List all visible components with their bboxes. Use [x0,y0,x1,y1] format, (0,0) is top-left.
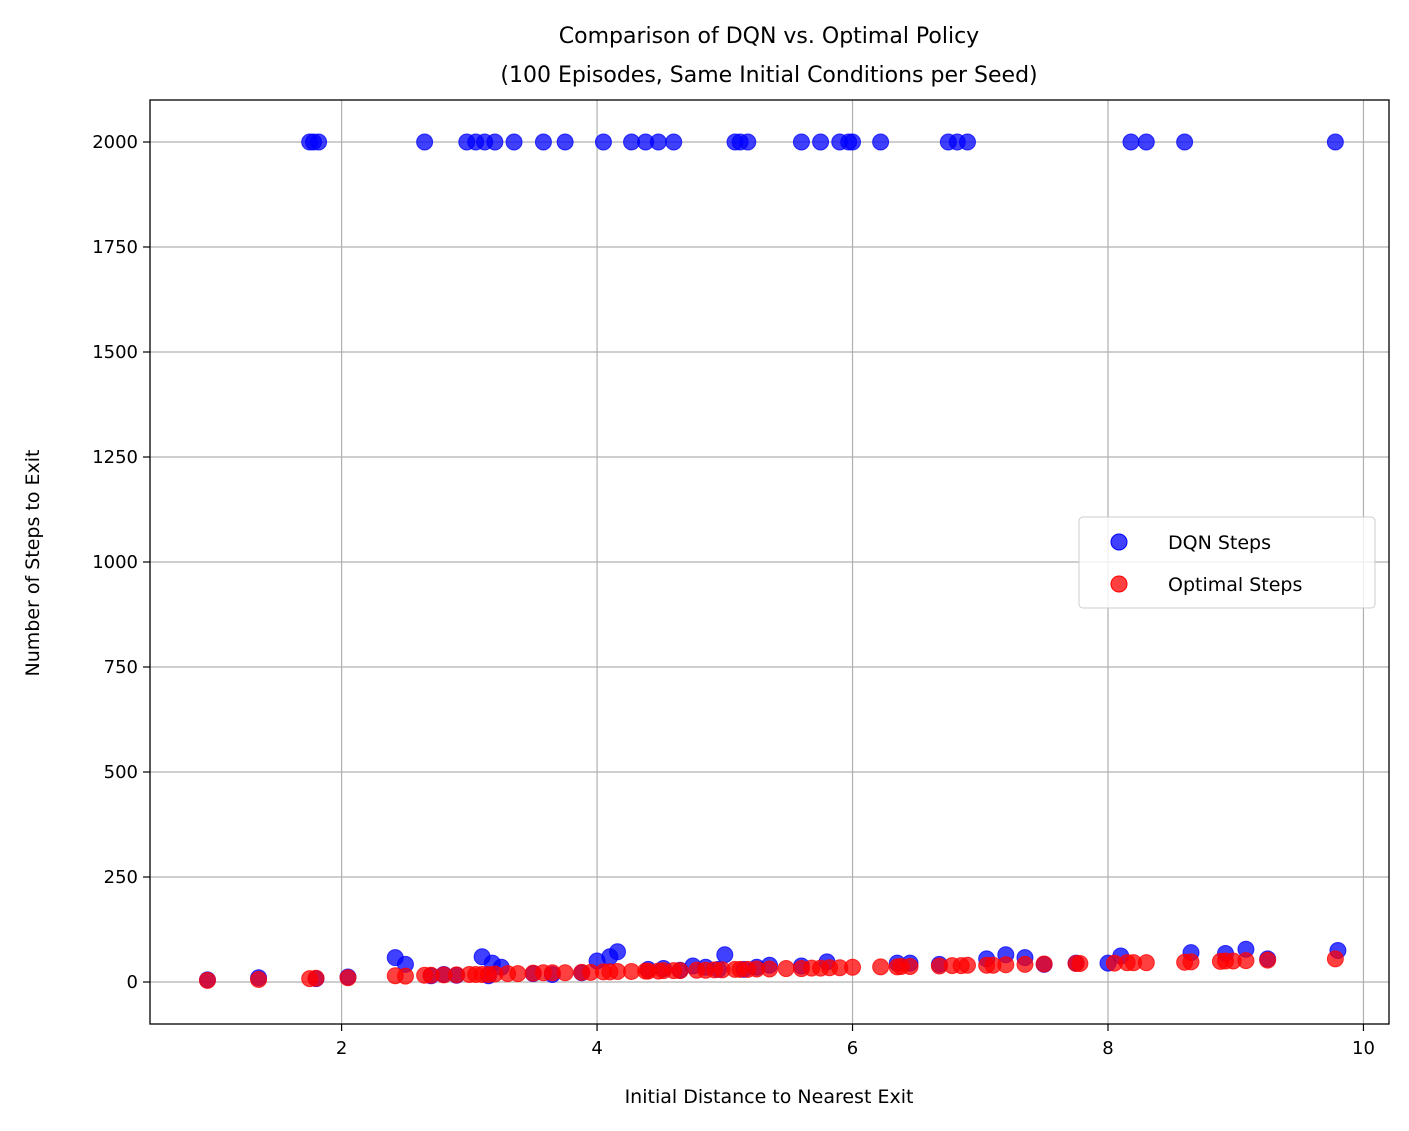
dqn-point [594,133,612,151]
optimal-point [396,967,414,985]
dqn-point [844,133,862,151]
dqn-point [416,133,434,151]
legend: DQN Steps Optimal Steps [1078,516,1376,609]
optimal-point [671,962,689,980]
x-tick-label: 10 [1352,1038,1375,1059]
optimal-point [1016,955,1034,973]
dqn-point [872,133,890,151]
x-axis-label: Initial Distance to Nearest Exit [625,1086,914,1108]
optimal-point [997,956,1015,974]
y-tick-label: 250 [104,867,138,888]
optimal-point [307,969,325,987]
chart-title-line-2: (100 Episodes, Same Initial Conditions p… [500,63,1037,88]
dqn-point [812,133,830,151]
x-tick-label: 6 [847,1038,858,1059]
optimal-point [1237,952,1255,970]
dqn-point [792,133,810,151]
dqn-point [608,943,626,961]
optimal-point [844,958,862,976]
optimal-point [198,971,216,989]
dqn-point [1176,133,1194,151]
optimal-point [901,957,919,975]
optimal-point [339,969,357,987]
y-tick-label: 1000 [92,552,138,573]
legend-marker-optimal [1110,575,1128,593]
optimal-point [1259,951,1277,969]
legend-frame [1078,516,1376,609]
x-tick-label: 2 [336,1038,347,1059]
x-tick-label: 4 [591,1038,602,1059]
y-tick-label: 1250 [92,447,138,468]
optimal-point [1137,954,1155,972]
dqn-point [665,133,683,151]
y-tick-label: 0 [127,972,138,993]
dqn-point [556,133,574,151]
y-tick-label: 1500 [92,342,138,363]
dqn-point [649,133,667,151]
optimal-point [509,965,527,983]
plot-frame [149,99,1390,1025]
optimal-series [198,950,1344,989]
y-tick-label: 500 [104,762,138,783]
dqn-point [716,946,734,964]
optimal-point [1071,955,1089,973]
chart-title-line-1: Comparison of DQN vs. Optimal Policy [559,24,979,49]
optimal-point [777,960,795,978]
y-tick-label: 2000 [92,132,138,153]
axis-ticks: 2 4 6 8 10 0 250 500 750 1000 1250 1500 1750 2000 [92,132,1375,1059]
dqn-point [739,133,757,151]
legend-label-optimal: Optimal Steps [1168,574,1302,596]
x-tick-label: 8 [1102,1038,1113,1059]
data-points [198,133,1347,989]
dqn-point [958,133,976,151]
y-axis-label: Number of Steps to Exit [22,449,44,676]
y-tick-label: 750 [104,657,138,678]
optimal-point [250,970,268,988]
dqn-point [1326,133,1344,151]
optimal-point [1326,950,1344,968]
optimal-point [1035,955,1053,973]
legend-label-dqn: DQN Steps [1168,532,1271,554]
y-tick-label: 1750 [92,237,138,258]
legend-marker-dqn [1110,533,1128,551]
optimal-point [872,958,890,976]
optimal-point [761,960,778,978]
dqn-point [534,133,552,151]
optimal-point [958,956,976,974]
dqn-point [505,133,523,151]
dqn-point [1122,133,1140,151]
optimal-point [556,964,574,982]
dqn-point [310,133,328,151]
optimal-point [1182,953,1200,971]
dqn-point [1137,133,1155,151]
dqn-point [486,133,504,151]
